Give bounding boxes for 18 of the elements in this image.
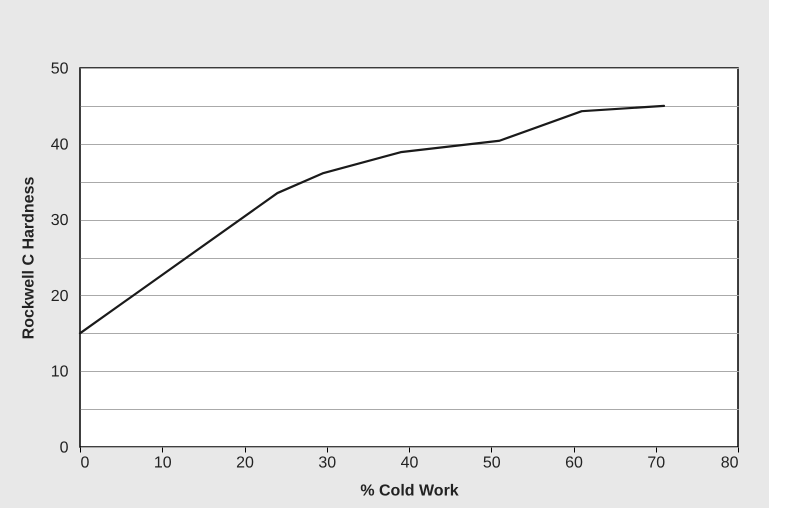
y-tick-label: 0 — [60, 440, 69, 456]
y-tick-label: 50 — [50, 60, 69, 78]
y-tick-label: 10 — [50, 364, 69, 381]
x-tick-label: 50 — [482, 454, 501, 472]
y-tick-label: 40 — [50, 136, 69, 154]
x-tick-label: 30 — [318, 454, 336, 472]
y-axis-title: Rockwell C Hardness — [20, 176, 38, 340]
x-axis-title: % Cold Work — [360, 482, 459, 500]
x-tick-label: 20 — [236, 454, 254, 472]
y-tick-label: 30 — [50, 212, 69, 230]
x-tick-label: 80 — [720, 454, 739, 472]
x-tick-label: 10 — [154, 454, 172, 472]
x-tick-label: 40 — [400, 454, 418, 472]
x-tick-label: 0 — [80, 454, 90, 472]
line-series — [78, 104, 666, 334]
x-tick-label: 60 — [565, 454, 583, 472]
x-tick-label: 70 — [647, 454, 666, 472]
y-tick-label: 20 — [50, 288, 69, 305]
